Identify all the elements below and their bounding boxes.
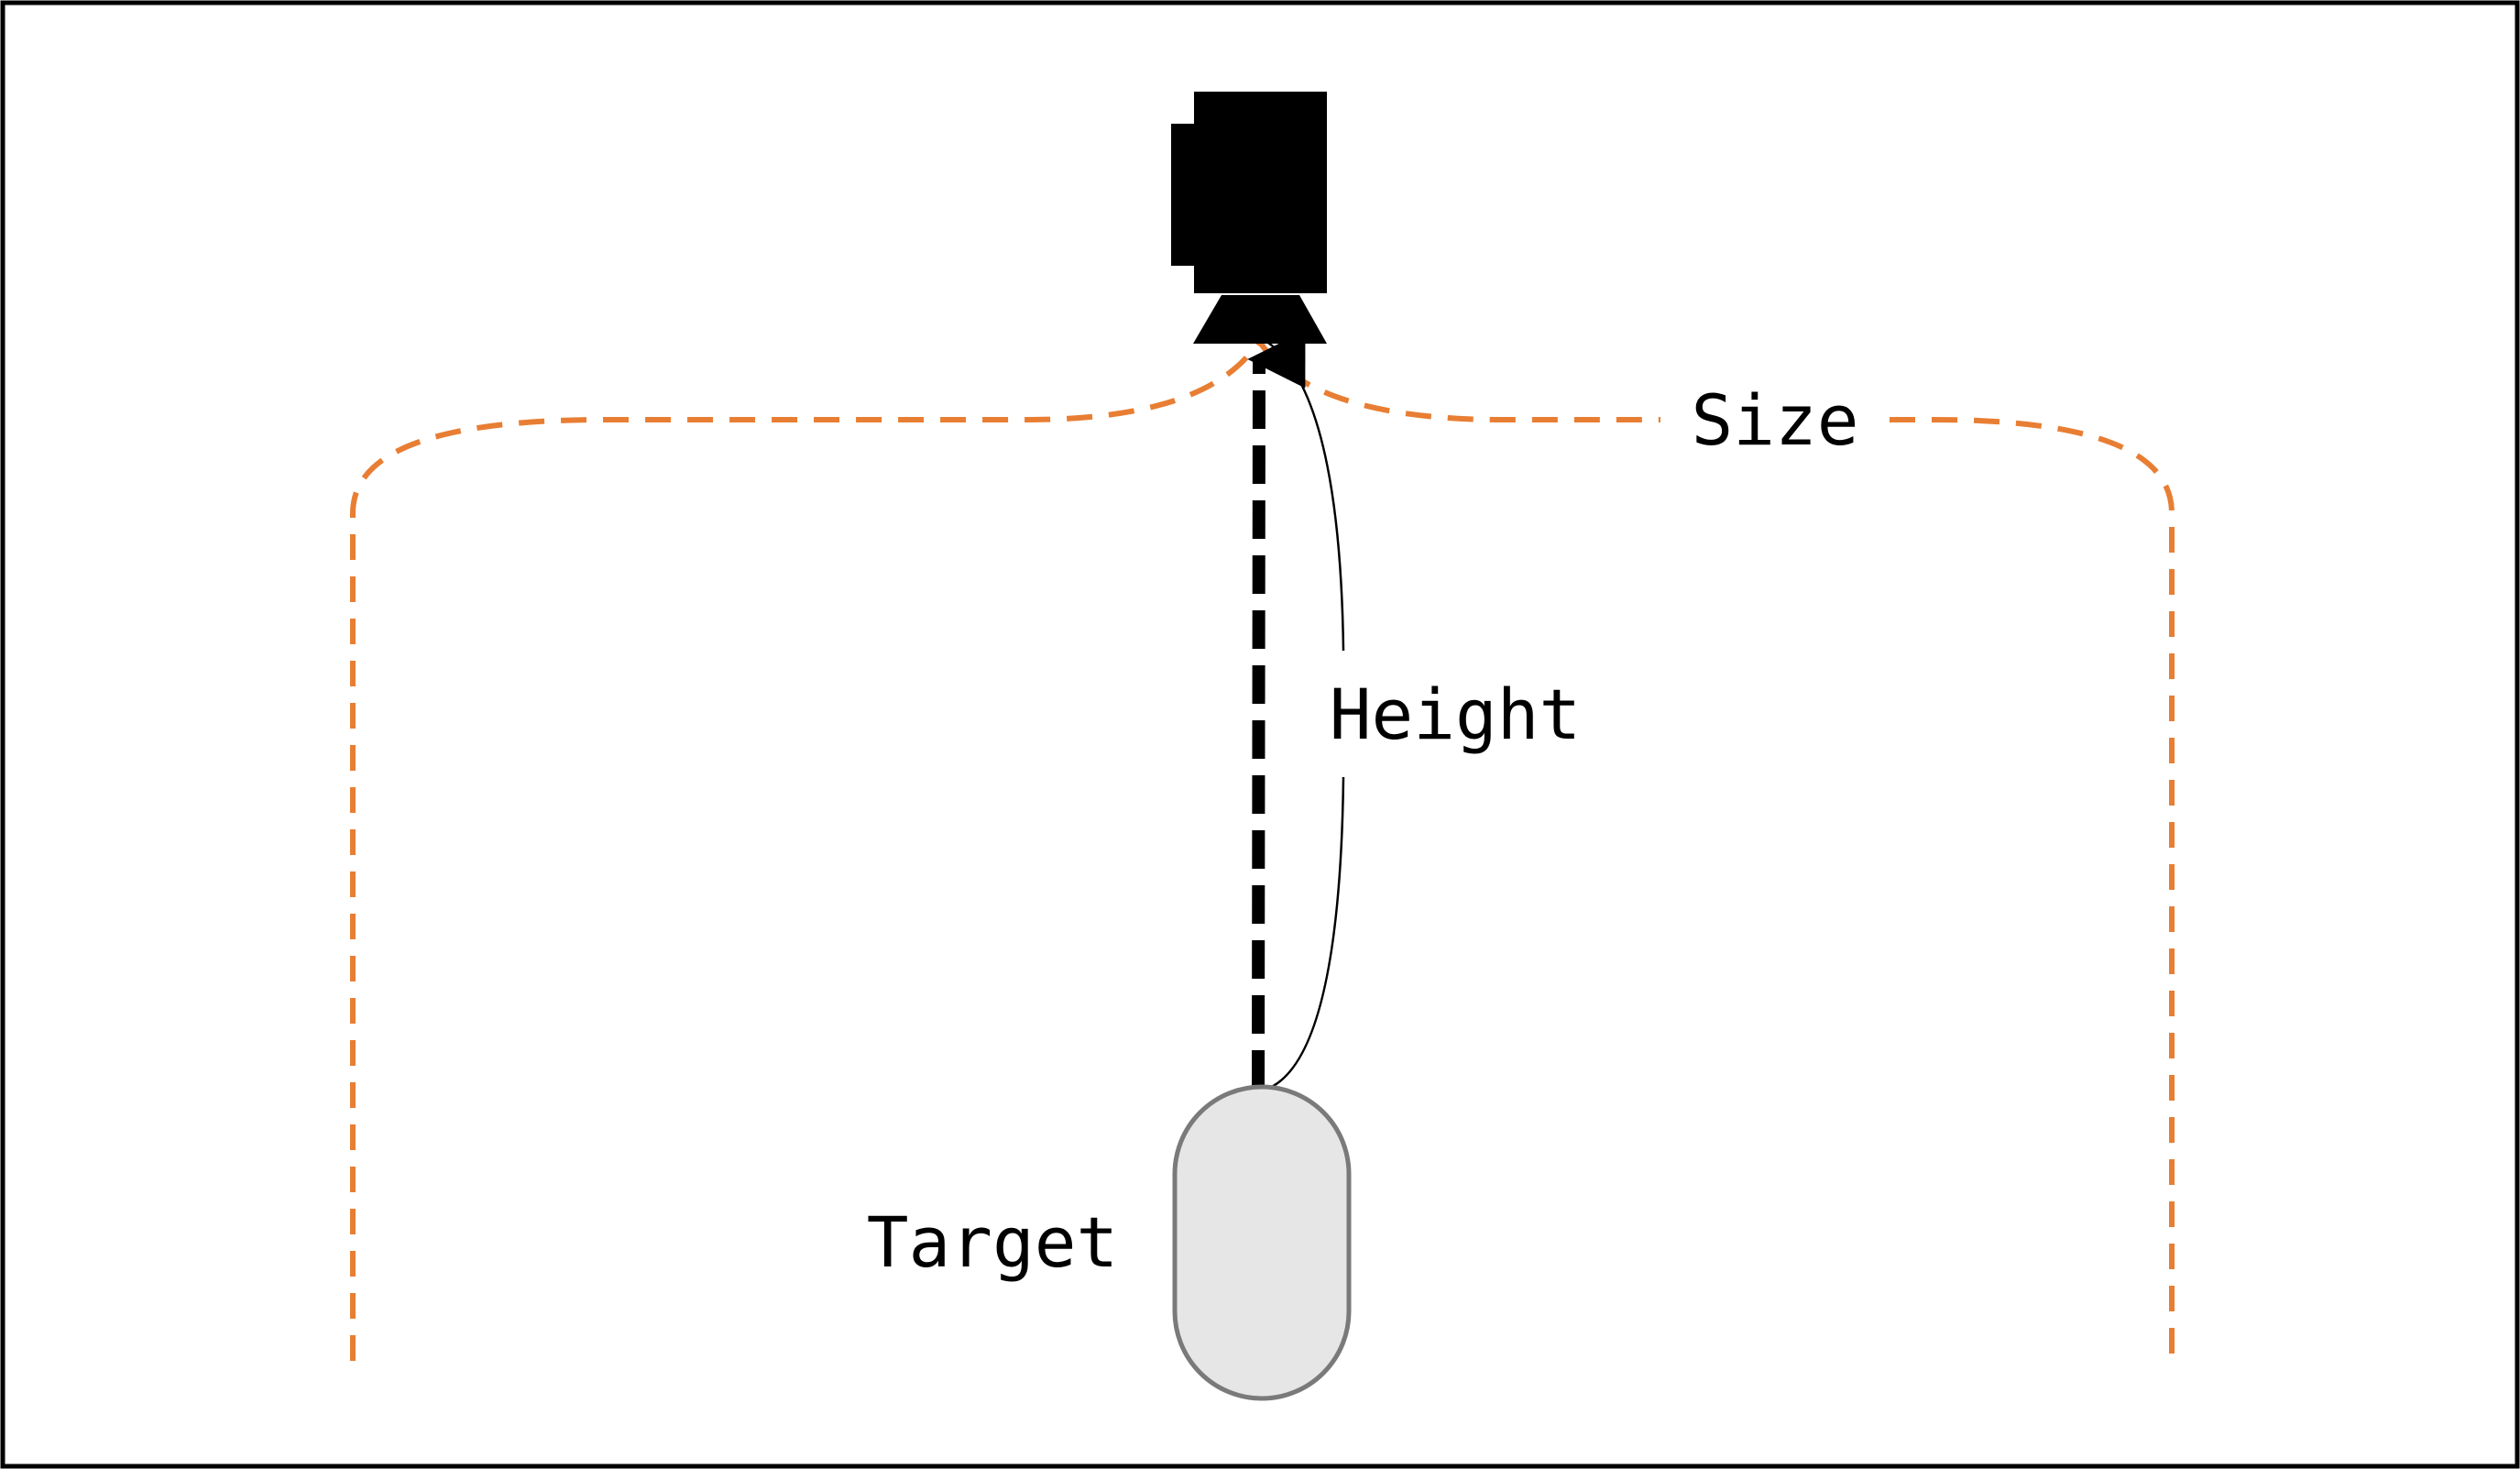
coverage-boundary-right-upper — [1256, 339, 1660, 422]
height-bracket-lower — [1262, 776, 1345, 1092]
height-arrow — [1247, 330, 1306, 1090]
height-label: Height — [1330, 674, 1582, 755]
target-label: Target — [867, 1201, 1119, 1283]
coverage-boundary-right-lower — [1890, 417, 2175, 1361]
size-label: Size — [1691, 379, 1858, 461]
target-capsule — [1172, 1084, 1352, 1401]
camera-icon — [1171, 92, 1327, 344]
coverage-boundary-left — [350, 339, 1262, 1361]
